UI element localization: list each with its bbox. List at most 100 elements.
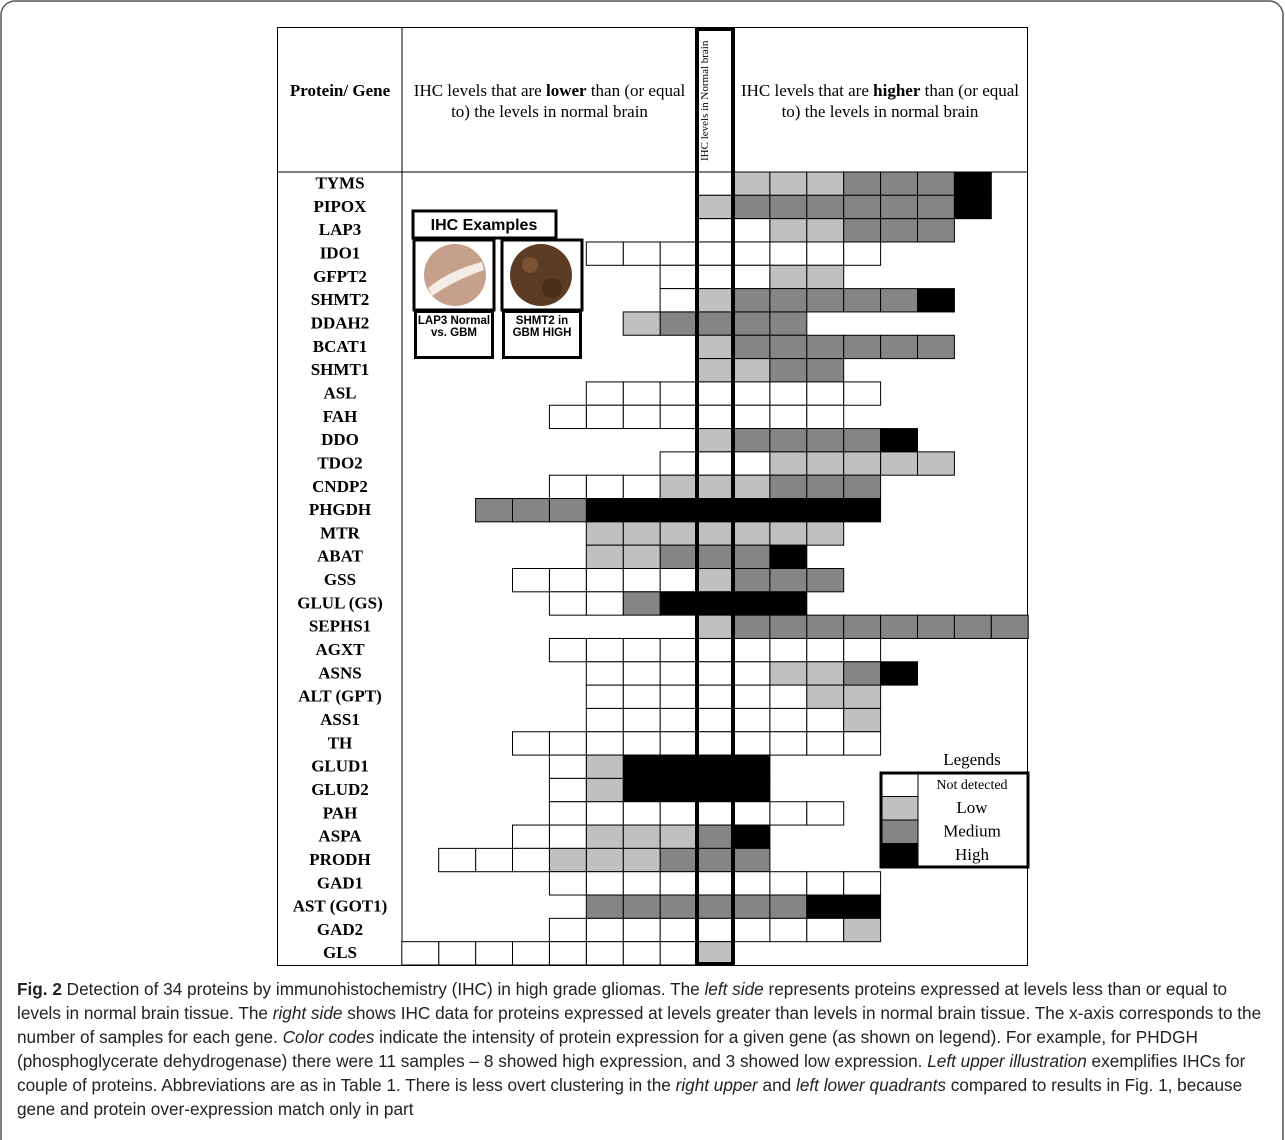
cell [807,872,844,895]
gene-label: GFPT2 [313,267,367,286]
legend-label: Not detected [936,778,1007,793]
cell [697,265,733,288]
cell [513,732,550,755]
cell [807,732,844,755]
cell [660,802,697,825]
cell [697,895,733,918]
cell [844,475,881,498]
cell [770,662,807,685]
cell [660,475,697,498]
cell [770,872,807,895]
cell [733,615,770,638]
cell [733,755,770,778]
cell [733,872,770,895]
cell [660,289,697,312]
cell [807,452,844,475]
cell [770,918,807,941]
cell [733,475,770,498]
cell [733,778,770,801]
cell [697,918,733,941]
cell [549,942,586,965]
cell [697,242,733,265]
cell [513,942,550,965]
cell [660,942,697,965]
cell [586,755,623,778]
cell [807,265,844,288]
cell [918,335,955,358]
cell [549,802,586,825]
cell [660,918,697,941]
cell [697,778,733,801]
cell [623,662,660,685]
cell [586,825,623,848]
cell [697,405,733,428]
cell [770,405,807,428]
cell [697,335,733,358]
text-run: IHC levels that are [741,81,873,100]
cell [549,569,586,592]
cell [513,825,550,848]
cell [660,825,697,848]
cell [733,848,770,871]
cell [807,172,844,195]
gene-label: AGXT [315,640,365,659]
cell [770,289,807,312]
cell [770,172,807,195]
text-run: right side [273,1003,343,1023]
cell [733,732,770,755]
cell [697,219,733,242]
cell [660,685,697,708]
gene-label: TYMS [315,174,364,193]
cell [733,592,770,615]
text-run: Left upper illustration [927,1051,1087,1071]
cell [733,289,770,312]
cell [770,499,807,522]
cell [918,172,955,195]
cell [807,429,844,452]
cell [697,615,733,638]
gene-label: GLUD2 [311,780,369,799]
cell [476,499,513,522]
cell [733,522,770,545]
cell [881,452,918,475]
cell [881,335,918,358]
cell [770,522,807,545]
gene-label: DDO [321,430,359,449]
cell [623,312,660,335]
cell [697,708,733,731]
text-run: lower [546,81,587,100]
cell [770,312,807,335]
cell [881,195,918,218]
header-protein: Protein/ Gene [278,80,402,101]
header-higher: IHC levels that are higher than (or equa… [735,80,1025,122]
cell [660,312,697,335]
cell [586,708,623,731]
cell [881,429,918,452]
cell [807,405,844,428]
cell [770,569,807,592]
cell [733,708,770,731]
text-run: Detection of 34 proteins by immunohistoc… [62,979,705,999]
gene-label: MTR [320,523,360,542]
gene-label: GAD1 [317,873,363,892]
example-label: SHMT2 in GBM HIGH [502,310,582,359]
cell [586,802,623,825]
figure: TYMSPIPOXLAP3IDO1GFPT2SHMT2DDAH2BCAT1SHM… [0,0,1285,1140]
cell [623,732,660,755]
cell [623,942,660,965]
cell [770,708,807,731]
cell [844,895,881,918]
cell [881,219,918,242]
cell [697,732,733,755]
cell [660,382,697,405]
cell [844,918,881,941]
cell [733,638,770,661]
cell [733,452,770,475]
gene-label: GSS [324,570,356,589]
cell [697,638,733,661]
cell [844,685,881,708]
cell [770,592,807,615]
example-image [510,244,572,306]
gene-label: ASS1 [320,710,360,729]
cell [623,405,660,428]
